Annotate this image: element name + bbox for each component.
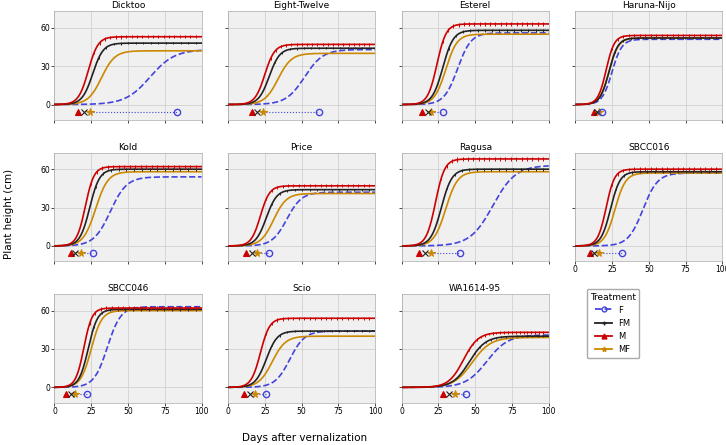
Legend: F, FM, M, MF: F, FM, M, MF	[587, 289, 640, 357]
Title: Kold: Kold	[118, 143, 138, 152]
Text: Days after vernalization: Days after vernalization	[242, 433, 367, 442]
Title: Ragusa: Ragusa	[459, 143, 492, 152]
Text: Plant height (cm): Plant height (cm)	[4, 169, 14, 259]
Title: Dicktoo: Dicktoo	[111, 1, 145, 10]
Title: Price: Price	[290, 143, 313, 152]
Title: WA1614-95: WA1614-95	[449, 284, 501, 293]
Title: SBCC016: SBCC016	[628, 143, 669, 152]
Title: Esterel: Esterel	[460, 1, 491, 10]
Title: Scio: Scio	[292, 284, 311, 293]
Title: SBCC046: SBCC046	[107, 284, 149, 293]
Title: Eight-Twelve: Eight-Twelve	[274, 1, 330, 10]
Title: Haruna-Nijo: Haruna-Nijo	[622, 1, 676, 10]
